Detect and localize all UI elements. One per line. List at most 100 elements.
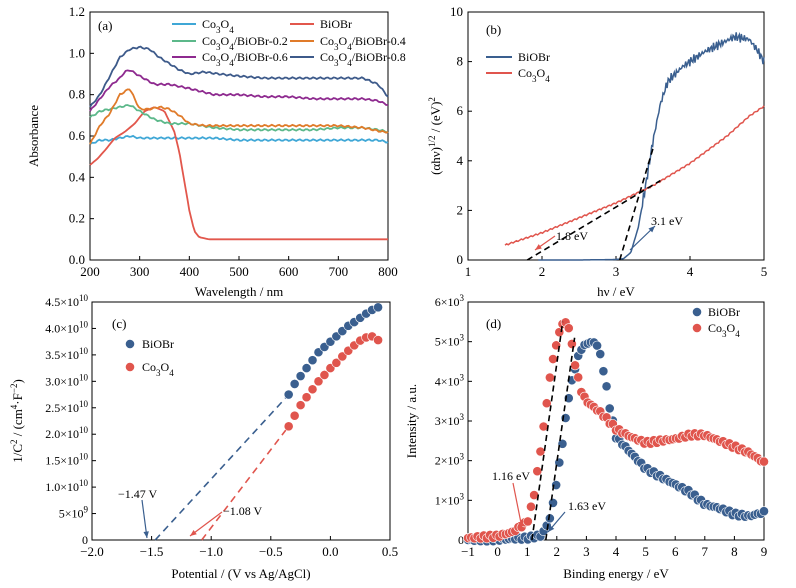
y-tick-label: 5×103 (435, 333, 465, 349)
x-tick-label: 400 (180, 264, 200, 279)
y-axis-label: Intensity / a.u. (404, 384, 419, 458)
y-tick-label: 1.5×1010 (45, 452, 88, 468)
data-point (522, 516, 533, 527)
x-axis-label: Potential / (V vs Ag/AgCl) (171, 566, 310, 581)
y-tick-label: 0.8 (69, 87, 85, 102)
data-point (567, 339, 577, 349)
x-tick-label: −1 (461, 544, 475, 559)
data-point (595, 349, 606, 359)
y-tick-label: 0 (458, 533, 464, 547)
x-tick-label: 0 (494, 544, 501, 559)
x-tick-label: 0.5 (382, 544, 398, 559)
x-tick-label: 200 (80, 264, 100, 279)
data-point (307, 355, 318, 366)
legend-entry: Co3O4 (202, 17, 234, 35)
y-tick-label: 0 (457, 252, 464, 267)
panel-b: 1 2 3 4 5 0 2 4 6 8 10 hν / eV (αhν)1/2 / (eV)2 (b) Bi… (427, 4, 767, 299)
y-axis-label: 1/C2 / (cm4·F−2) (9, 379, 25, 463)
x-tick-label: 7 (702, 544, 709, 559)
fit-line (531, 321, 564, 541)
fit-line (545, 337, 576, 541)
x-axis-label: Wavelength / nm (195, 284, 284, 299)
panel-label: (b) (486, 22, 501, 37)
x-tick-label: 600 (279, 264, 299, 279)
legend-entry: Co3O4/BiOBr-0.4 (320, 34, 406, 52)
data-point (295, 400, 306, 411)
panel-label: (c) (112, 316, 126, 331)
annotation-co3o4-gap: 1.8 eV (556, 229, 588, 243)
data-point (526, 501, 536, 512)
arrow-co3o4-fb (189, 511, 223, 537)
y-axis-label: (αhν)1/2 / (eV)2 (427, 97, 443, 175)
data-point (535, 446, 546, 457)
y-tick-label: 0.6 (69, 128, 86, 143)
data-point (563, 323, 574, 334)
x-tick-label: 3 (583, 544, 590, 559)
x-tick-label: 2 (539, 264, 546, 279)
panel-d: −1 0 1 2 3 4 5 6 7 8 901×1032×1033×1034×1035×1036×… (404, 293, 769, 581)
legend-entry: Co3O4 (518, 66, 550, 84)
y-tick-label: 1.0 (69, 45, 85, 60)
legend-marker (692, 323, 702, 333)
data-point (601, 381, 612, 392)
y-tick-label: 3×103 (435, 412, 465, 428)
panel-c: −2.0 −1.5 −1.0 −0.5 0.0 0.5 0 5×109 1.0×1010 1.5×… (9, 293, 398, 581)
data-point (759, 456, 769, 467)
y-tick-label: 1×103 (435, 491, 465, 507)
arrow-biobr-gap-head (648, 226, 655, 233)
series-line (504, 105, 765, 246)
annotation-co3o4-fb: −1.08 V (223, 504, 263, 518)
fit-line (526, 179, 661, 261)
x-tick-label: 4 (613, 544, 620, 559)
x-tick-label: 500 (229, 264, 249, 279)
y-tick-label: 0 (82, 533, 88, 547)
data-point (554, 327, 565, 338)
arrow-co3o4-vb (512, 482, 523, 529)
x-tick-label: 8 (731, 544, 738, 559)
series-line (89, 69, 389, 112)
y-tick-label: 1.2 (69, 4, 85, 19)
data-point (598, 366, 609, 377)
arrow-co3o4-vb-head (518, 521, 524, 528)
y-tick-label: 6×103 (435, 293, 465, 309)
y-axis-label: Absorbance (26, 105, 41, 167)
legend-entry: BiOBr (142, 337, 174, 351)
data-point (592, 340, 603, 351)
y-tick-label: 4×103 (435, 372, 465, 388)
legend-entry: BiOBr (320, 17, 352, 31)
x-tick-label: 4 (687, 264, 694, 279)
data-point (548, 498, 558, 508)
data-point (295, 371, 306, 381)
data-point (283, 389, 294, 400)
x-tick-label: −0.5 (259, 544, 283, 559)
x-tick-label: 1 (465, 264, 472, 279)
data-point (557, 438, 568, 449)
fit-line (154, 394, 290, 541)
data-point (570, 360, 580, 371)
data-point (532, 466, 543, 477)
y-tick-label: 8 (457, 54, 464, 69)
data-point (313, 376, 324, 387)
data-point (373, 335, 383, 345)
plot-frame (91, 301, 391, 541)
x-tick-label: 800 (378, 264, 398, 279)
annotation-biobr-gap: 3.1 eV (651, 214, 683, 228)
legend-entry: BiOBr (518, 50, 550, 64)
y-tick-label: 2.0×1010 (45, 425, 88, 441)
annotation-biobr-fb: −1.47 V (118, 487, 158, 501)
data-point (604, 403, 615, 414)
x-axis-label: hν / eV (597, 284, 635, 299)
y-tick-label: 2×103 (435, 452, 465, 468)
data-point (544, 513, 555, 524)
legend-marker (692, 307, 702, 317)
legend-marker (125, 362, 135, 372)
y-tick-label: 4.0×1010 (45, 319, 88, 335)
y-tick-label: 4.5×1010 (45, 293, 88, 309)
arrow-co3o4-fb-head (190, 529, 197, 536)
y-tick-label: 5×109 (59, 505, 89, 521)
series-line (89, 45, 389, 108)
annotation-co3o4-vb: 1.16 eV (492, 469, 530, 483)
series-line (89, 88, 389, 145)
x-tick-label: 5 (642, 544, 649, 559)
panel-a: 200 300 400 500 600 700 800 0.0 0.2 0.4 0.6 0.8 1.0 1… (26, 4, 406, 299)
